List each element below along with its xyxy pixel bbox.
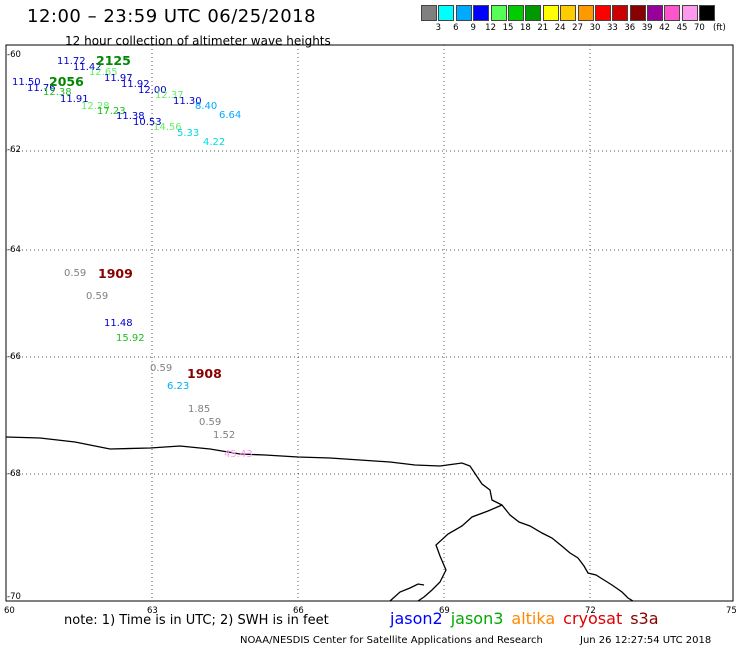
lon-label: 63 xyxy=(147,606,158,616)
wave-height-label: 11.30 xyxy=(173,96,202,107)
satellite-name: s3a xyxy=(630,609,659,628)
legend-label: 9 xyxy=(470,23,476,33)
pass-time-label: 1908 xyxy=(187,366,222,381)
wave-height-label: 12.28 xyxy=(81,101,110,112)
wave-height-label: 14.56 xyxy=(153,122,182,133)
wave-height-label: 1.52 xyxy=(213,430,236,441)
lat-label: -66 xyxy=(7,352,21,362)
wave-height-label: 1.85 xyxy=(188,404,211,415)
lat-label: -60 xyxy=(7,50,21,60)
legend-swatch xyxy=(542,5,559,21)
legend-label: 24 xyxy=(554,23,566,33)
legend-label: 39 xyxy=(641,23,653,33)
legend-swatch xyxy=(681,5,698,21)
wave-height-label: 15.92 xyxy=(116,333,145,344)
wave-height-label: 0.59 xyxy=(64,268,87,279)
wave-height-label: 11.38 xyxy=(116,111,145,122)
wave-height-label: 6.64 xyxy=(219,110,242,121)
legend-swatch xyxy=(560,5,577,21)
legend-swatch xyxy=(438,5,455,21)
legend-label: 30 xyxy=(589,23,601,33)
coastline xyxy=(5,436,634,602)
wave-height-label: 0.59 xyxy=(86,291,109,302)
wave-height-label: 17.23 xyxy=(97,106,126,117)
legend-label: 12 xyxy=(485,23,496,33)
wave-height-label: 10.53 xyxy=(133,117,162,128)
legend-label: 33 xyxy=(606,23,618,33)
lat-label: -70 xyxy=(7,592,21,602)
legend-swatch xyxy=(455,5,472,21)
wave-height-label: 45.43 xyxy=(224,449,253,460)
grid-meridians xyxy=(151,45,591,601)
wave-height-label: 11.76 xyxy=(27,83,56,94)
wave-height-label: 12.38 xyxy=(43,87,72,98)
grid-parallels xyxy=(6,150,733,475)
wave-height-label: 11.42 xyxy=(73,62,102,73)
coastline-inner xyxy=(389,583,425,602)
satellite-name: jason2 xyxy=(390,609,443,628)
legend-label: 70 xyxy=(693,23,705,33)
legend-label: 18 xyxy=(519,23,531,33)
lon-label: 66 xyxy=(293,606,304,616)
wave-height-label: 11.92 xyxy=(121,79,150,90)
lat-label: -62 xyxy=(7,145,21,155)
wave-height-label: 8.40 xyxy=(195,101,218,112)
legend-label: 6 xyxy=(453,23,459,33)
wave-height-label: 11.97 xyxy=(104,73,133,84)
generation-timestamp: Jun 26 12:27:54 UTC 2018 xyxy=(580,635,712,646)
pass-time-label: 2056 xyxy=(49,74,84,89)
wave-height-label: 12.65 xyxy=(89,67,118,78)
credit-text: NOAA/NESDIS Center for Satellite Applica… xyxy=(240,635,543,646)
legend-swatch xyxy=(629,5,646,21)
color-legend xyxy=(421,5,716,21)
legend-swatch xyxy=(473,5,490,21)
satellite-name: altika xyxy=(511,609,556,628)
wave-height-label: 12.37 xyxy=(155,90,184,101)
wave-height-label: 11.50 xyxy=(12,77,41,88)
wave-height-label: 11.72 xyxy=(57,56,86,67)
legend-swatch xyxy=(594,5,611,21)
lat-label: -64 xyxy=(7,245,21,255)
legend-label: 27 xyxy=(572,23,583,33)
lon-label: 72 xyxy=(585,606,596,616)
wave-height-label: 11.48 xyxy=(104,318,133,329)
satellite-legend: jason2 jason3 altika cryosat s3a xyxy=(390,609,667,628)
wave-height-label: 0.59 xyxy=(199,417,222,428)
wave-height-label: 12.00 xyxy=(138,85,167,96)
color-legend-unit: (ft) xyxy=(713,23,726,33)
legend-swatch xyxy=(612,5,629,21)
legend-swatch xyxy=(421,5,437,21)
wave-height-label: 4.22 xyxy=(203,137,226,148)
page-title: 12:00 – 23:59 UTC 06/25/2018 xyxy=(27,6,317,27)
legend-swatch xyxy=(647,5,664,21)
wave-height-label: 0.59 xyxy=(150,363,173,374)
legend-swatch xyxy=(664,5,681,21)
wave-height-label: 11.91 xyxy=(60,94,89,105)
lon-label: 60 xyxy=(4,606,15,616)
legend-swatch xyxy=(490,5,507,21)
legend-label: 3 xyxy=(435,23,442,33)
satellite-name: jason3 xyxy=(450,609,504,628)
wave-height-label: 5.33 xyxy=(177,128,200,139)
legend-label: 42 xyxy=(659,23,670,33)
legend-label: 36 xyxy=(624,23,636,33)
pass-time-label: 2125 xyxy=(96,53,131,68)
map-frame xyxy=(5,44,734,602)
legend-label: 45 xyxy=(676,23,688,33)
legend-label: 21 xyxy=(537,23,549,33)
footer-note: note: 1) Time is in UTC; 2) SWH is in fe… xyxy=(64,613,329,628)
satellite-name: cryosat xyxy=(563,609,623,628)
legend-swatch xyxy=(507,5,524,21)
lon-label: 69 xyxy=(439,606,450,616)
legend-swatch xyxy=(525,5,542,21)
legend-swatch xyxy=(577,5,594,21)
legend-swatch xyxy=(699,5,716,21)
legend-label: 15 xyxy=(502,23,514,33)
lat-label: -68 xyxy=(7,469,21,479)
coastline-bay xyxy=(417,504,503,602)
wave-height-label: 6.23 xyxy=(167,381,190,392)
lon-label: 75 xyxy=(726,606,737,616)
pass-time-label: 1909 xyxy=(98,266,133,281)
